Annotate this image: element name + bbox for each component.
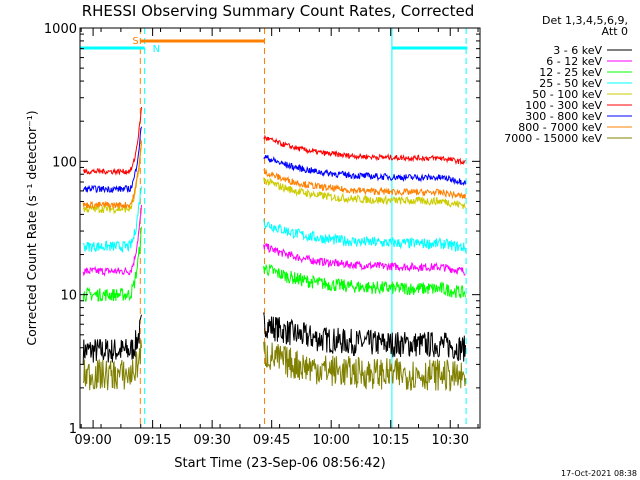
series-line-post-3	[263, 219, 466, 253]
series-line-pre-7	[82, 140, 142, 211]
series-line-post-6	[263, 155, 466, 187]
legend-entry-label: 7000 - 15000 keV	[504, 132, 602, 145]
legend-title-line: Att 0	[602, 25, 628, 38]
plot-marks: SN	[80, 28, 468, 428]
legend-entry-label: 100 - 300 keV	[525, 99, 602, 112]
series-line-post-7	[263, 168, 466, 200]
x-tick-label: 10:30	[432, 433, 469, 448]
x-tick-label: 10:00	[312, 433, 349, 448]
legend-entry-label: 6 - 12 keV	[546, 55, 602, 68]
series-line-post-5	[263, 134, 466, 166]
series-line-pre-1	[82, 204, 142, 277]
series-line-pre-2	[82, 226, 142, 303]
chart-title: RHESSI Observing Summary Count Rates, Co…	[82, 2, 475, 20]
y-tick-label: 1000	[44, 22, 77, 37]
series-line-pre-0	[82, 314, 142, 365]
timestamp: 17-Oct-2021 08:38	[561, 469, 637, 478]
legend-entry-label: 300 - 800 keV	[525, 110, 602, 123]
series-line-pre-3	[82, 186, 142, 253]
x-tick-label: 10:15	[372, 433, 409, 448]
axes: 1 10 100 1000 09:00 09:15 09:30 09:45 10:00 10:15…	[44, 22, 480, 448]
series-line-post-2	[263, 263, 466, 299]
legend-title-line: Det 1,3,4,5,6,9,	[542, 14, 628, 27]
legend-entry-label: 12 - 25 keV	[539, 66, 602, 79]
series-line-post-4	[263, 177, 466, 209]
legend-entry-label: 25 - 50 keV	[539, 77, 602, 90]
series-line-pre-6	[82, 126, 142, 194]
legend-entry-label: 3 - 6 keV	[553, 44, 602, 57]
y-tick-label: 100	[52, 155, 77, 170]
y-tick-label: 10	[60, 289, 77, 304]
series-line-post-8	[263, 341, 466, 392]
series-line-pre-5	[82, 106, 142, 176]
y-axis-label: Corrected Count Rate (s⁻¹ detector⁻¹)	[24, 110, 39, 345]
x-tick-label: 09:45	[253, 433, 290, 448]
night-label: N	[153, 44, 160, 55]
y-tick-label: 1	[69, 422, 77, 437]
x-axis-label: Start Time (23-Sep-06 08:56:42)	[174, 456, 385, 471]
legend-entry-label: 50 - 100 keV	[532, 88, 602, 101]
x-tick-label: 09:00	[74, 433, 111, 448]
saa-label: S	[132, 36, 138, 47]
x-tick-label: 09:30	[193, 433, 230, 448]
series-line-pre-8	[82, 339, 142, 391]
series-line-post-1	[263, 242, 466, 276]
x-tick-label: 09:15	[134, 433, 171, 448]
legend-entry-label: 800 - 7000 keV	[518, 121, 602, 134]
series-line-post-0	[263, 312, 466, 362]
